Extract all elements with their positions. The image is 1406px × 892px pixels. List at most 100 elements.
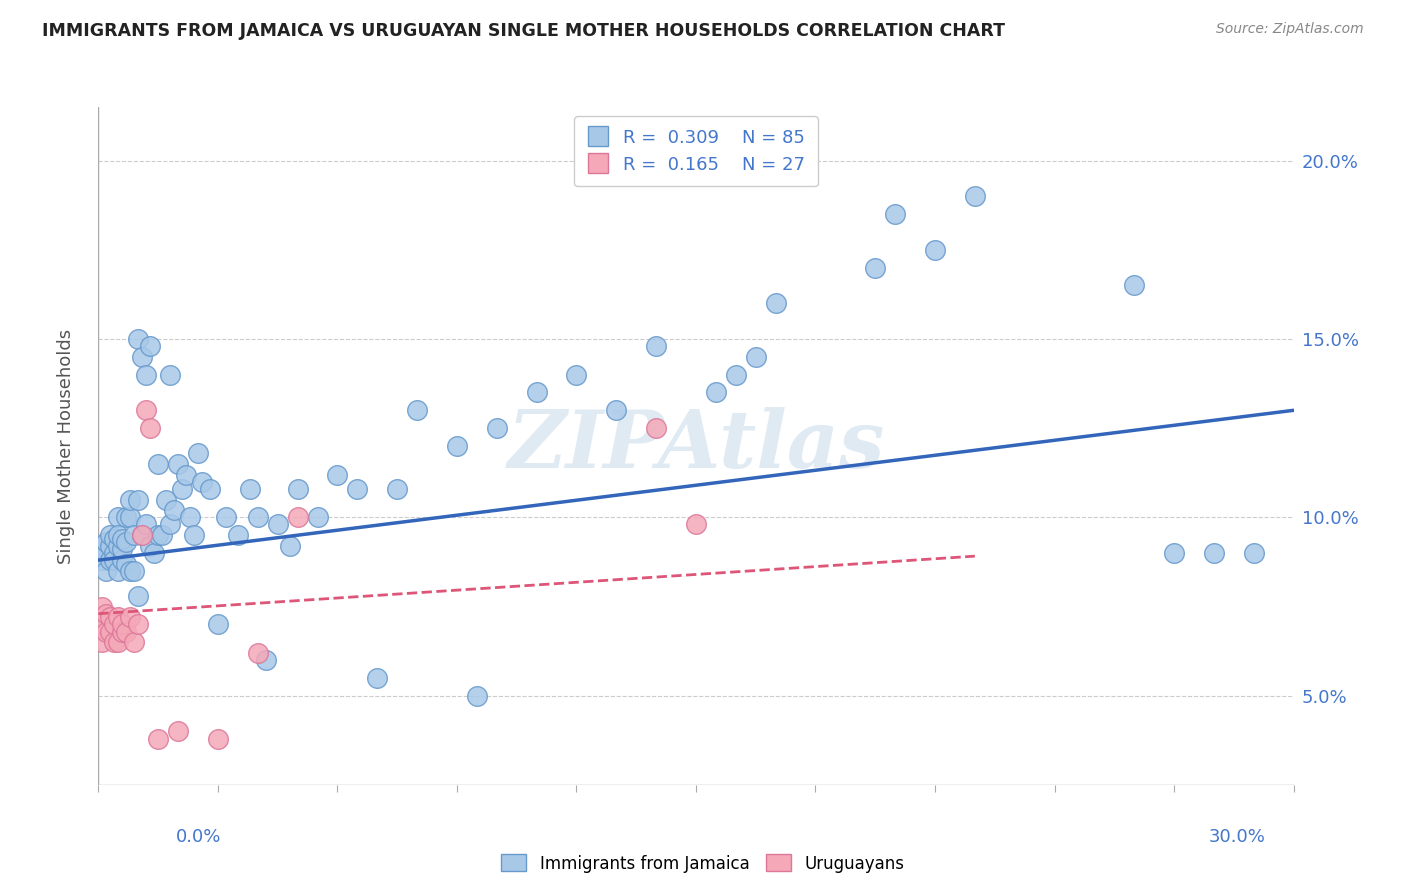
Point xyxy=(174,467,197,482)
Point xyxy=(120,492,142,507)
Point xyxy=(139,421,162,435)
Point xyxy=(1202,546,1225,560)
Point xyxy=(159,517,181,532)
Point xyxy=(326,467,349,482)
Point xyxy=(167,457,190,471)
Point xyxy=(135,403,157,417)
Point xyxy=(111,532,134,546)
Point xyxy=(124,528,146,542)
Point xyxy=(124,564,146,578)
Point xyxy=(131,528,153,542)
Point xyxy=(91,553,114,567)
Point xyxy=(111,617,134,632)
Point xyxy=(465,689,488,703)
Point xyxy=(120,564,142,578)
Point xyxy=(98,610,122,624)
Point xyxy=(135,368,157,382)
Point xyxy=(107,610,129,624)
Point xyxy=(115,535,138,549)
Point xyxy=(103,546,125,560)
Point xyxy=(115,624,138,639)
Point xyxy=(96,535,118,549)
Point xyxy=(127,492,149,507)
Point xyxy=(91,539,114,553)
Point xyxy=(765,296,787,310)
Point xyxy=(148,528,170,542)
Point xyxy=(207,731,229,746)
Point xyxy=(103,617,125,632)
Point xyxy=(96,624,118,639)
Point xyxy=(159,368,181,382)
Point xyxy=(307,510,329,524)
Point xyxy=(226,528,249,542)
Text: 0.0%: 0.0% xyxy=(176,828,221,846)
Point xyxy=(150,528,173,542)
Point xyxy=(127,617,149,632)
Point xyxy=(103,635,125,649)
Point xyxy=(111,542,134,557)
Point xyxy=(704,385,727,400)
Text: ZIPAtlas: ZIPAtlas xyxy=(508,408,884,484)
Point xyxy=(124,635,146,649)
Point xyxy=(98,528,122,542)
Point xyxy=(148,731,170,746)
Y-axis label: Single Mother Households: Single Mother Households xyxy=(56,328,75,564)
Point xyxy=(131,350,153,364)
Point xyxy=(884,207,907,221)
Point xyxy=(127,589,149,603)
Point xyxy=(107,510,129,524)
Point xyxy=(254,653,277,667)
Point xyxy=(1123,278,1146,293)
Point xyxy=(103,553,125,567)
Point xyxy=(96,607,118,621)
Point xyxy=(167,724,190,739)
Point xyxy=(685,517,707,532)
Point xyxy=(139,339,162,353)
Point xyxy=(963,189,986,203)
Point xyxy=(207,617,229,632)
Point xyxy=(131,528,153,542)
Point xyxy=(406,403,429,417)
Point xyxy=(346,482,368,496)
Text: 30.0%: 30.0% xyxy=(1209,828,1265,846)
Text: IMMIGRANTS FROM JAMAICA VS URUGUAYAN SINGLE MOTHER HOUSEHOLDS CORRELATION CHART: IMMIGRANTS FROM JAMAICA VS URUGUAYAN SIN… xyxy=(42,22,1005,40)
Point xyxy=(96,564,118,578)
Point xyxy=(485,421,508,435)
Point xyxy=(865,260,887,275)
Point xyxy=(187,446,209,460)
Point xyxy=(287,510,309,524)
Point xyxy=(385,482,409,496)
Point xyxy=(107,528,129,542)
Point xyxy=(111,553,134,567)
Legend: Immigrants from Jamaica, Uruguayans: Immigrants from Jamaica, Uruguayans xyxy=(495,847,911,880)
Point xyxy=(91,599,114,614)
Point xyxy=(91,617,114,632)
Point xyxy=(98,539,122,553)
Point xyxy=(183,528,205,542)
Point xyxy=(107,635,129,649)
Point xyxy=(526,385,548,400)
Point xyxy=(98,553,122,567)
Point xyxy=(155,492,177,507)
Point xyxy=(366,671,388,685)
Point xyxy=(111,624,134,639)
Legend: R =  0.309    N = 85, R =  0.165    N = 27: R = 0.309 N = 85, R = 0.165 N = 27 xyxy=(574,116,818,186)
Point xyxy=(198,482,221,496)
Point xyxy=(107,539,129,553)
Point xyxy=(103,532,125,546)
Point xyxy=(745,350,768,364)
Point xyxy=(645,421,668,435)
Point xyxy=(115,510,138,524)
Point xyxy=(172,482,194,496)
Point xyxy=(143,546,166,560)
Point xyxy=(605,403,627,417)
Point xyxy=(107,564,129,578)
Point xyxy=(645,339,668,353)
Point xyxy=(148,457,170,471)
Point xyxy=(565,368,588,382)
Point xyxy=(287,482,309,496)
Point xyxy=(278,539,301,553)
Point xyxy=(139,539,162,553)
Point xyxy=(98,624,122,639)
Point xyxy=(267,517,290,532)
